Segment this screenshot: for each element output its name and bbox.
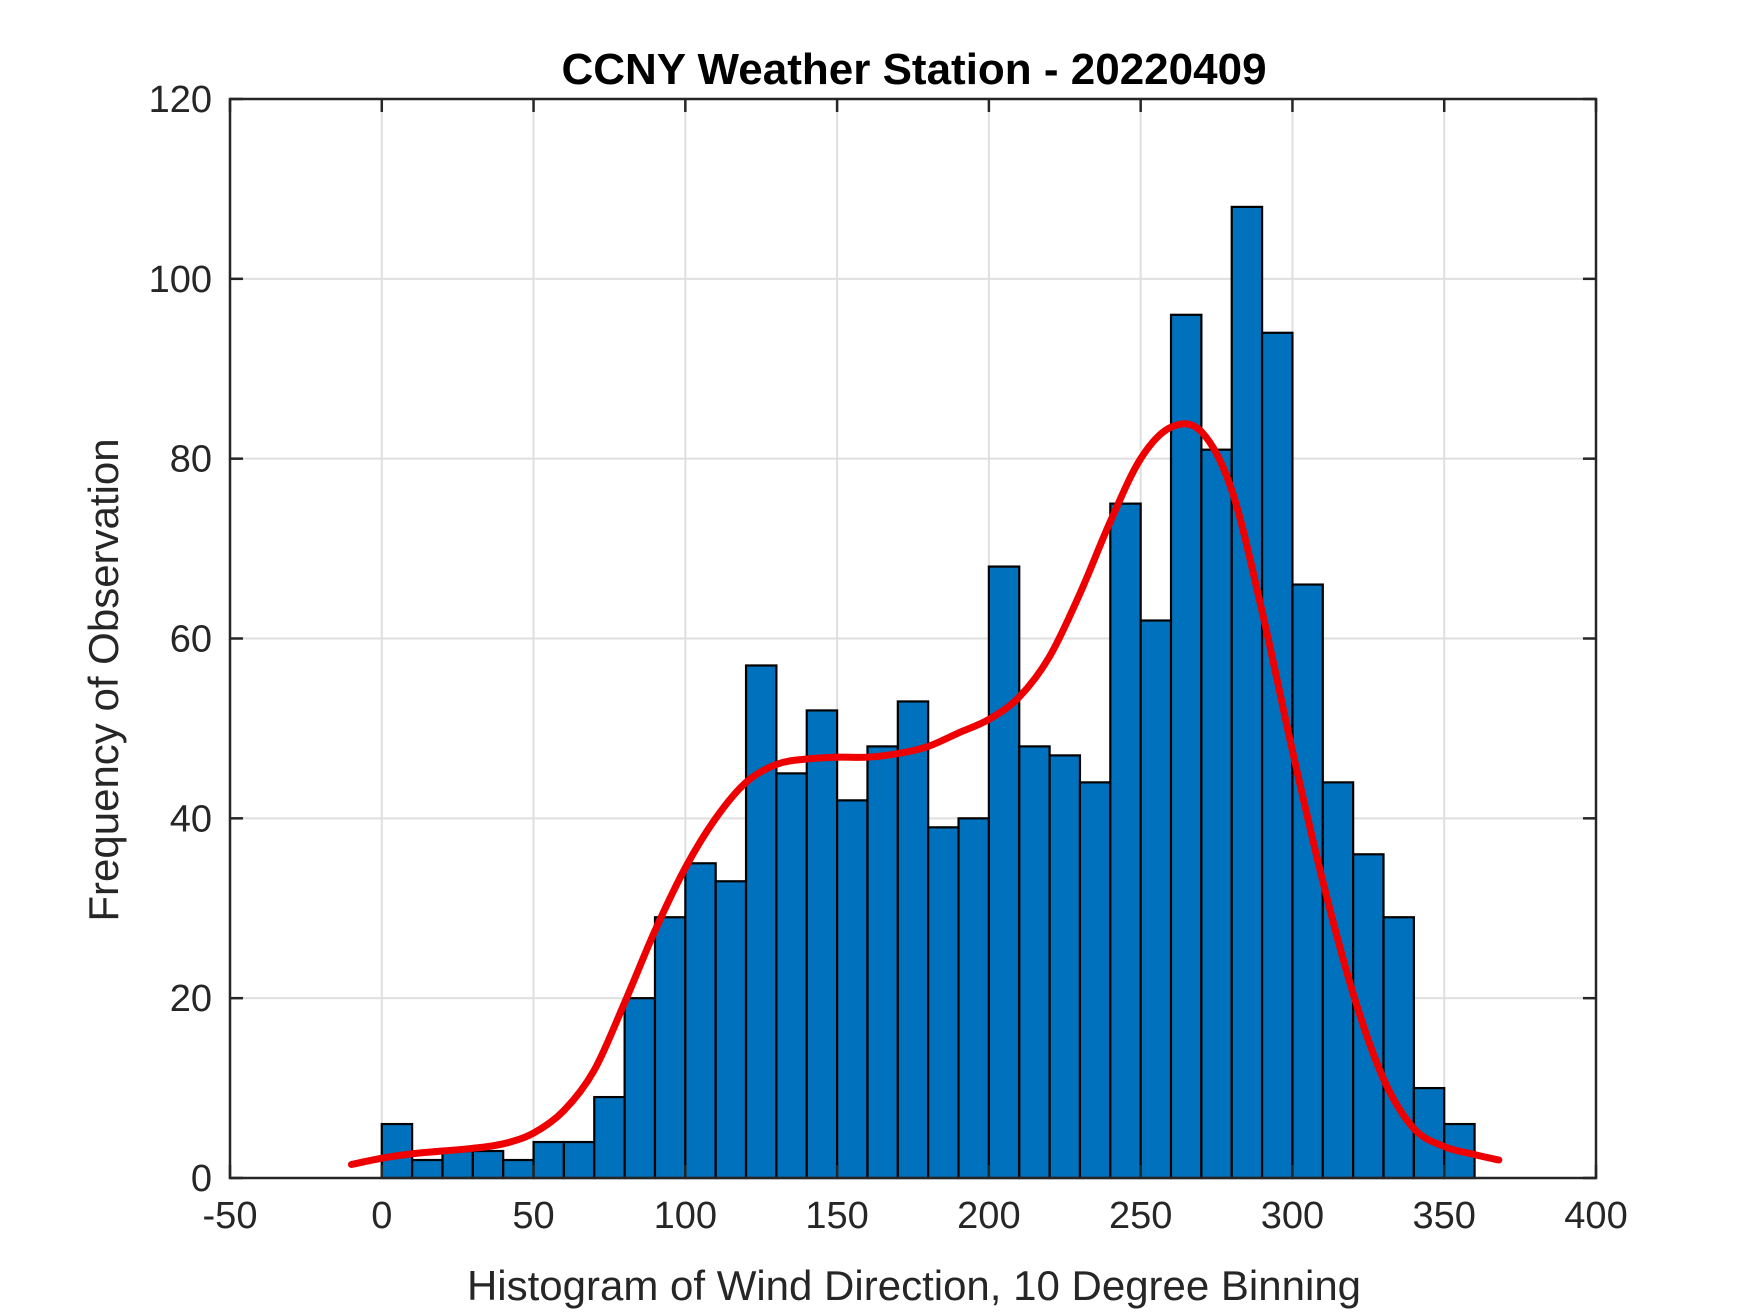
histogram-bar <box>1291 583 1324 1180</box>
histogram-bar <box>1078 781 1112 1180</box>
y-axis-label: Frequency of Observation <box>80 438 127 921</box>
y-tick-label: 60 <box>170 619 212 661</box>
x-tick-label: 300 <box>1261 1195 1324 1237</box>
y-tick-label: 40 <box>170 798 212 840</box>
histogram-bar <box>1200 448 1233 1180</box>
y-tick-label: 120 <box>149 79 212 121</box>
x-axis-label: Histogram of Wind Direction, 10 Degree B… <box>467 1262 1361 1309</box>
histogram-bar <box>1109 502 1142 1180</box>
histogram-bar <box>1169 313 1203 1180</box>
tick-labels: -50 0 50 100 150 200 250 300 350 4000204060801001… <box>149 79 1628 1237</box>
histogram-bar <box>411 1158 444 1180</box>
histogram-bar <box>744 664 778 1180</box>
histogram-bar <box>1230 205 1264 1180</box>
histogram-bar <box>896 700 930 1180</box>
histogram-bar <box>653 916 687 1180</box>
histogram-bar <box>1382 916 1415 1180</box>
x-tick-label: 200 <box>957 1195 1020 1237</box>
histogram-bar <box>502 1158 535 1180</box>
histogram-bar <box>532 1140 566 1180</box>
histogram-bar <box>866 745 899 1180</box>
x-tick-label: -50 <box>203 1195 258 1237</box>
histogram-bar <box>623 997 657 1180</box>
histogram-bar <box>684 862 717 1180</box>
y-tick-label: 0 <box>191 1158 212 1200</box>
histogram-bar <box>593 1095 626 1180</box>
histogram-bar <box>836 799 869 1180</box>
histogram-bar <box>987 565 1021 1180</box>
histogram-bar <box>927 826 960 1180</box>
y-tick-label: 100 <box>149 259 212 301</box>
histogram-bar <box>471 1149 505 1180</box>
fit-curve <box>347 420 1503 1169</box>
histogram-bar <box>957 817 990 1180</box>
histogram-bar <box>562 1140 596 1180</box>
fit-curve-layer <box>347 420 1503 1169</box>
histogram-bar <box>805 709 839 1180</box>
x-tick-label: 400 <box>1564 1195 1627 1237</box>
histogram-bar <box>714 880 748 1180</box>
y-tick-label: 80 <box>170 439 212 481</box>
x-tick-label: 50 <box>512 1195 554 1237</box>
histogram-bars <box>380 205 1476 1180</box>
x-tick-label: 0 <box>371 1195 392 1237</box>
histogram-bar <box>441 1149 474 1180</box>
x-tick-label: 350 <box>1413 1195 1476 1237</box>
axes <box>228 97 1598 1180</box>
histogram-bar <box>775 772 808 1180</box>
y-tick-label: 20 <box>170 978 212 1020</box>
histogram-bar <box>1139 619 1173 1180</box>
histogram-bar <box>1018 745 1051 1180</box>
x-tick-label: 100 <box>654 1195 717 1237</box>
chart-title: CCNY Weather Station - 20220409 <box>561 45 1266 94</box>
x-tick-label: 150 <box>805 1195 868 1237</box>
x-tick-label: 250 <box>1109 1195 1172 1237</box>
histogram-bar <box>1260 331 1294 1180</box>
histogram-bar <box>1048 754 1082 1180</box>
